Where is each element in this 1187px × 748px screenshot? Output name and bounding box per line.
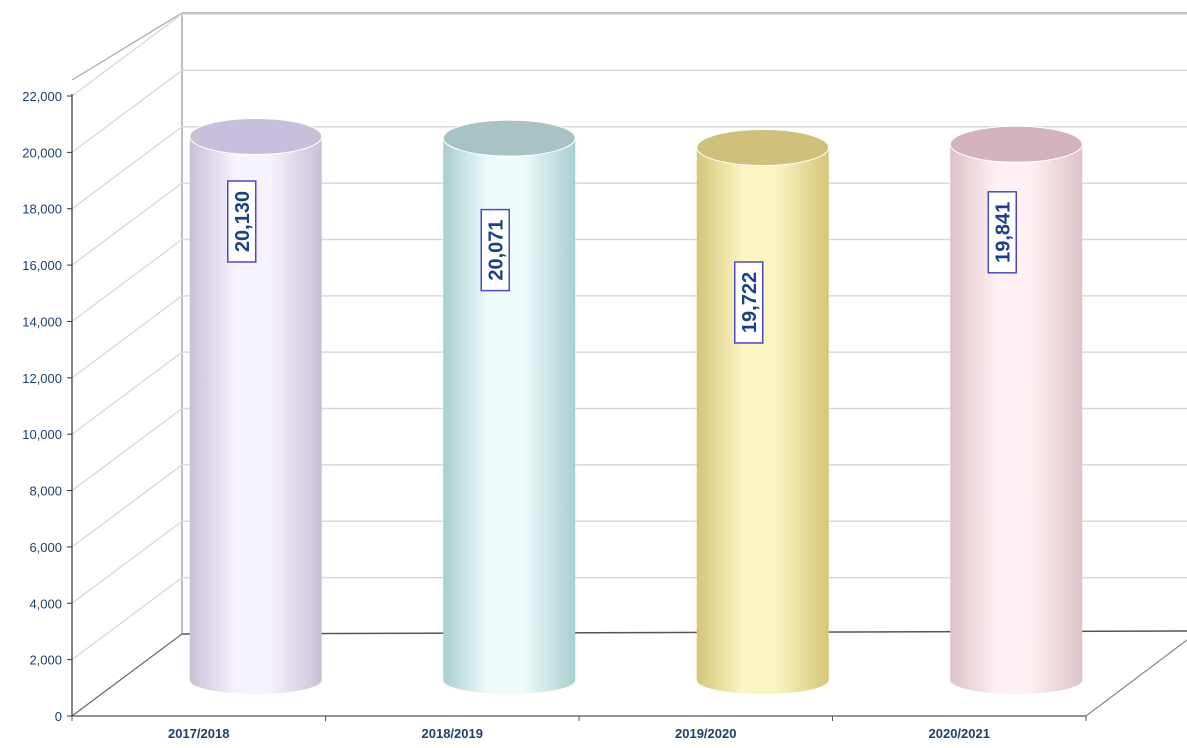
side-gridline xyxy=(71,295,183,379)
y-tick-label: 20,000 xyxy=(22,145,62,160)
bar-2017-2018-body xyxy=(189,136,322,695)
side-gridline xyxy=(71,351,183,435)
side-gridline xyxy=(71,13,183,97)
bar-2020-2021-top xyxy=(949,125,1083,163)
bar-2019-2020-body xyxy=(696,147,829,695)
floor-left-edge xyxy=(71,633,183,717)
side-gridline xyxy=(71,407,183,492)
bar-2018-2019-top xyxy=(442,119,576,157)
y-tick-label: 2,000 xyxy=(29,653,62,668)
data-label-box xyxy=(734,261,764,344)
x-tick-label: 2018/2019 xyxy=(422,726,483,741)
data-label-text: 20,071 xyxy=(485,219,507,280)
bar-2020-2021-body xyxy=(950,144,1083,695)
data-label-text: 20,130 xyxy=(232,191,254,252)
x-tick-label: 2020/2021 xyxy=(929,726,990,741)
data-label-2017-2018: 20,130 xyxy=(227,180,257,263)
y-tick-label: 6,000 xyxy=(29,540,62,555)
floor xyxy=(72,634,1187,716)
x-tick-label: 2017/2018 xyxy=(168,726,229,741)
y-tick-label: 0 xyxy=(55,709,62,724)
side-gridline xyxy=(71,520,183,604)
side-gridline xyxy=(71,126,183,210)
data-label-2018-2019: 20,071 xyxy=(480,208,510,292)
bars xyxy=(189,117,1083,695)
data-label-box xyxy=(480,208,510,292)
data-label-text: 19,722 xyxy=(739,272,761,333)
y-tick-label: 4,000 xyxy=(29,596,62,611)
data-labels: 20,130 20,071 19,722 19,841 xyxy=(227,180,1017,344)
y-tick-label: 22,000 xyxy=(22,89,62,104)
bar-2019-2020-top xyxy=(696,129,830,167)
side-gridline xyxy=(71,69,183,153)
data-label-text: 19,841 xyxy=(992,202,1014,263)
data-label-box xyxy=(987,191,1017,274)
x-tick-label: 2019/2020 xyxy=(675,726,736,741)
y-tick-label: 10,000 xyxy=(22,427,62,442)
y-tick-label: 16,000 xyxy=(22,258,62,273)
side-gridline xyxy=(71,238,183,323)
y-tick-label: 14,000 xyxy=(22,314,62,329)
floor-right-edge xyxy=(1085,639,1187,717)
data-label-2020-2021: 19,841 xyxy=(987,191,1017,274)
bar-2018-2019-body xyxy=(443,138,576,694)
y-tick-label: 12,000 xyxy=(22,371,62,386)
side-gridline xyxy=(71,182,183,266)
y-tick-label: 8,000 xyxy=(29,484,62,499)
bar-2017-2018-top xyxy=(189,117,323,155)
side-gridline xyxy=(71,464,183,548)
data-label-box xyxy=(227,180,257,263)
data-label-2019-2020: 19,722 xyxy=(734,261,764,344)
axes: 0 2,000 4,000 6,000 8,000 10,000 12,000 14,000 1… xyxy=(22,89,1087,741)
y-tick-label: 18,000 xyxy=(22,202,62,217)
side-gridline xyxy=(71,577,183,661)
side-wall-top-edge xyxy=(71,12,183,81)
